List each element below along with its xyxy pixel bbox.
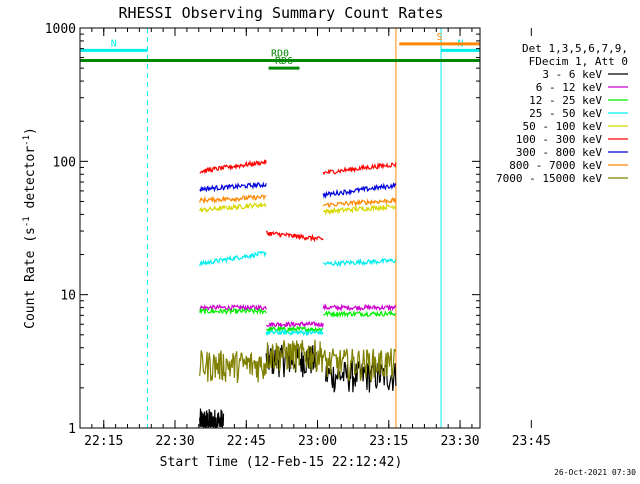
- series-9: [199, 339, 397, 383]
- legend-label-7: 300 - 800 keV: [516, 146, 602, 159]
- series-1-segment-1: [199, 408, 225, 429]
- series-2: [199, 303, 397, 329]
- x-tick-label-6: 23:30: [440, 434, 479, 449]
- series-6-segment-2: [265, 230, 324, 243]
- legend: Det 1,3,5,6,7,9,FDecim 1, Att 03 - 6 keV…: [496, 42, 628, 185]
- y-tick-label-3: 100: [53, 155, 76, 170]
- legend-label-8: 800 - 7000 keV: [509, 159, 602, 172]
- y-axis-label: Count Rate (s-1 detector-1): [22, 127, 38, 329]
- series-5-segment-1: [199, 201, 267, 214]
- y-tick-label-4: 1000: [45, 22, 76, 37]
- series-3: [199, 307, 397, 334]
- series-5-segment-2: [323, 204, 397, 216]
- series-6: [199, 159, 397, 243]
- flag-label-5: RD6: [275, 56, 293, 67]
- series-4-segment-1: [199, 250, 267, 267]
- x-tick-label-2: 22:30: [155, 434, 194, 449]
- legend-label-1: 3 - 6 keV: [542, 68, 602, 81]
- footer-timestamp: 26-Oct-2021 07:30: [554, 468, 636, 477]
- y-tick-label-2: 10: [60, 289, 76, 304]
- series-2-segment-1: [199, 303, 267, 312]
- x-tick-label-1: 22:15: [84, 434, 123, 449]
- legend-label-3: 12 - 25 keV: [529, 94, 602, 107]
- series-3-segment-2: [265, 325, 324, 334]
- y-tick-label-1: 1: [68, 422, 76, 437]
- series-9-segment-1: [199, 350, 267, 383]
- plot-frame: [79, 27, 481, 429]
- axes: 1 10 100 1000 22:15 22:30 22:45 23:00 23:15 23:30…: [45, 22, 551, 449]
- legend-label-5: 50 - 100 keV: [523, 120, 603, 133]
- chart-title: RHESSI Observing Summary Count Rates: [118, 4, 443, 22]
- series-4: [199, 250, 397, 338]
- series-5: [199, 201, 397, 216]
- x-tick-label-4: 23:00: [298, 434, 337, 449]
- series-2-segment-2: [266, 320, 324, 329]
- series-4-segment-2: [265, 328, 324, 338]
- flag-label-3: S: [437, 32, 443, 43]
- series-3-segment-1: [199, 307, 267, 316]
- series-6-segment-1: [199, 159, 267, 175]
- series-8: [199, 194, 397, 208]
- series-3-segment-3: [323, 309, 397, 319]
- series-8-segment-1: [199, 194, 267, 205]
- series-9-segment-2: [265, 339, 324, 373]
- series-7-segment-1: [199, 181, 267, 193]
- legend-label-6: 100 - 300 keV: [516, 133, 602, 146]
- x-tick-label-5: 23:15: [369, 434, 408, 449]
- legend-label-4: 25 - 50 keV: [529, 107, 602, 120]
- y-axis-label-part: detector: [23, 146, 38, 217]
- y-axis-label-part: ): [23, 127, 38, 135]
- series-6-segment-3: [322, 162, 397, 176]
- legend-header-2: FDecim 1, Att 0: [529, 55, 628, 68]
- x-axis-label: Start Time (12-Feb-15 22:12:42): [160, 455, 403, 470]
- series-4-segment-3: [322, 257, 397, 268]
- x-tick-label-7: 23:45: [512, 434, 551, 449]
- series-8-segment-2: [322, 197, 397, 208]
- legend-label-9: 7000 - 15000 keV: [496, 172, 602, 185]
- series-7: [199, 181, 397, 200]
- series-7-segment-2: [322, 181, 397, 200]
- y-axis-label-part: Count Rate (s: [23, 227, 38, 329]
- x-tick-label-3: 22:45: [227, 434, 266, 449]
- series-2-segment-3: [322, 303, 397, 313]
- legend-label-2: 6 - 12 keV: [536, 81, 603, 94]
- flag-label-1: N: [111, 38, 117, 49]
- plot-content: NNSRD0RD6: [79, 28, 481, 429]
- y-axis-label-part: -1: [22, 216, 32, 227]
- series-9-segment-3: [322, 347, 397, 382]
- y-axis-label-part: -1: [22, 135, 32, 146]
- flag-label-4: RD0: [271, 49, 289, 60]
- legend-header-1: Det 1,3,5,6,7,9,: [522, 42, 628, 55]
